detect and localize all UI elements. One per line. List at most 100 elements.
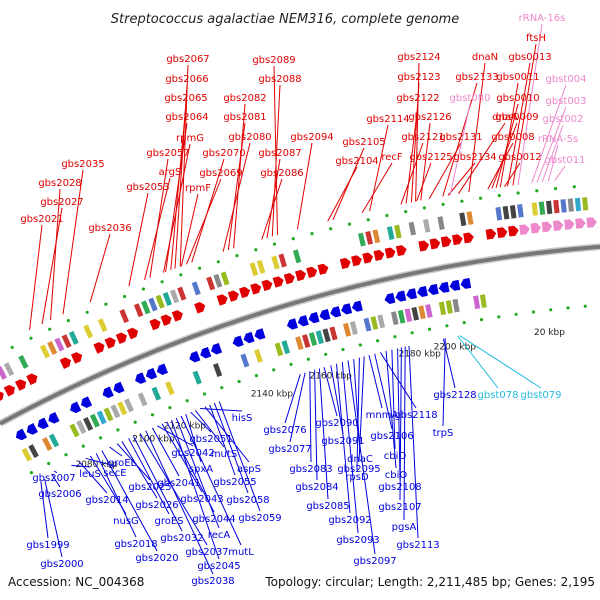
gene-label: gbs2066: [165, 74, 208, 85]
gene-arrow: [452, 234, 464, 246]
gene-block: [322, 328, 330, 342]
gene-label: gbs2118: [394, 410, 437, 421]
gene-label: gbs2081: [223, 112, 266, 123]
gene-label: gbs2114: [366, 114, 409, 125]
gene-label: cbiO: [385, 470, 408, 481]
tick-dot: [367, 218, 370, 221]
gene-arrow: [144, 368, 157, 381]
gene-arrow: [60, 356, 73, 369]
tick-dot: [186, 399, 189, 402]
gene-arrow: [284, 272, 296, 284]
gene-arrow: [385, 247, 397, 259]
tick-dot: [341, 348, 344, 351]
gene-block: [309, 332, 317, 346]
gene-block: [98, 318, 108, 332]
leader-line: [51, 189, 61, 320]
gene-arrow: [508, 225, 519, 236]
gene-arrow: [14, 429, 28, 443]
gene-block: [350, 321, 358, 335]
gene-block: [206, 276, 215, 290]
gene-label: nusG: [113, 516, 139, 527]
gene-block: [425, 304, 432, 318]
gene-label: gbs2124: [397, 52, 440, 63]
tick-dot: [359, 343, 362, 346]
tick-dot: [584, 305, 587, 308]
tick-dot: [460, 200, 463, 203]
gene-arrow: [530, 222, 541, 233]
gene-arrow: [68, 402, 81, 415]
gene-block: [575, 198, 581, 211]
gene-label: gbst011: [545, 155, 586, 166]
gene-block: [411, 307, 419, 321]
gene-block: [83, 325, 93, 339]
gene-arrow: [418, 240, 430, 252]
gene-block: [240, 354, 249, 368]
gene-label: gbs2082: [223, 93, 266, 104]
gene-label: gbs2106: [370, 431, 413, 442]
gene-block: [295, 336, 303, 350]
tick-dot: [47, 462, 50, 465]
gene-block: [275, 342, 284, 356]
gene-label: dnaN: [472, 52, 498, 63]
gene-block: [165, 381, 174, 395]
gene-block: [257, 260, 266, 274]
gene-block: [134, 303, 143, 317]
gene-label: gbs2084: [295, 482, 338, 493]
gene-label: groEL: [108, 458, 137, 469]
tick-dot: [404, 210, 407, 213]
gene-block: [141, 300, 150, 314]
gene-arrow: [486, 228, 497, 239]
gene-block: [553, 200, 559, 213]
gene-block: [152, 387, 162, 401]
tick-dot: [86, 311, 89, 314]
gene-label: gbs2122: [396, 93, 439, 104]
gene-label: gbst003: [546, 96, 587, 107]
gene-label: gbs2131: [439, 132, 482, 143]
gene-label: gbs2037: [185, 547, 228, 558]
gene-label: gbs2026: [135, 500, 178, 511]
tick-dot: [393, 335, 396, 338]
gene-arrow: [194, 301, 207, 314]
gene-block: [480, 294, 487, 308]
gene-arrow: [133, 372, 146, 385]
tick-dot: [254, 248, 257, 251]
gene-arrow: [497, 227, 508, 238]
feature-tracks: [0, 197, 597, 462]
gene-label: gbs2097: [353, 556, 396, 567]
leader-line: [90, 234, 110, 302]
gene-block: [365, 231, 373, 245]
tick-dot: [289, 363, 292, 366]
gene-block: [546, 201, 552, 214]
tick-dot: [515, 313, 518, 316]
gene-arrow: [0, 389, 6, 403]
tick-dot: [385, 214, 388, 217]
gene-block: [221, 272, 230, 286]
gene-label: gbs2087: [258, 148, 301, 159]
gene-label: gbs2093: [336, 535, 379, 546]
gene-label: gbs2042: [171, 448, 214, 459]
gene-label: gbs2027: [40, 197, 83, 208]
gene-block: [372, 229, 380, 243]
tick-dot: [123, 295, 126, 298]
gene-label: gbs2000: [40, 559, 83, 570]
gene-label: gbs2038: [191, 576, 234, 587]
tick-dot: [29, 337, 32, 340]
leader-line: [362, 163, 392, 213]
gene-arrow: [351, 254, 363, 266]
gene-label: recA: [208, 530, 231, 541]
gene-label: recF: [381, 152, 403, 163]
gene-arrow: [261, 279, 273, 291]
gene-block: [329, 326, 337, 340]
tick-dot: [498, 194, 501, 197]
gene-arrow: [463, 232, 474, 243]
gene-block: [156, 295, 165, 309]
gene-block: [192, 281, 201, 295]
gene-arrow: [427, 284, 439, 296]
leader-line: [129, 193, 148, 286]
leader-line: [42, 208, 62, 324]
gene-block: [532, 202, 539, 216]
gene-label: gbs2113: [396, 540, 439, 551]
gene-label: gbs0008: [491, 132, 534, 143]
gene-block: [213, 363, 222, 377]
gene-label: gbs2128: [433, 390, 476, 401]
